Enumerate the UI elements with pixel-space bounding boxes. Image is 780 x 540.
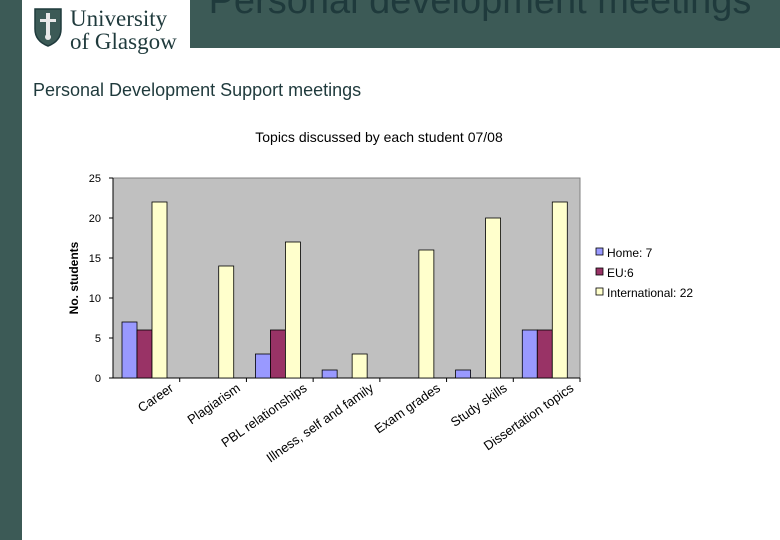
x-category-label: Illness, self and family [263,380,376,466]
y-tick-label: 5 [95,333,101,345]
legend-label: Home: 7 [607,246,653,260]
logo-text-line2: of Glasgow [70,29,177,54]
y-tick-label: 20 [89,213,101,225]
y-tick-label: 15 [89,253,101,265]
crest-icon [34,8,62,47]
legend-swatch [595,267,604,276]
slide-subtitle: Personal Development Support meetings [33,80,362,100]
y-tick-label: 10 [89,293,101,305]
legend-swatch [595,287,604,296]
legend-label: EU:6 [607,266,634,280]
y-tick-label: 25 [89,173,101,185]
bar [285,241,301,379]
legend: Home: 7 EU:6 International: 22 [595,246,693,300]
chart-title: Topics discussed by each student 07/08 [255,129,503,145]
bar [270,329,286,379]
bar [151,201,168,379]
bar [218,265,235,379]
x-category-label: Career [135,380,177,415]
bar [136,329,153,379]
bar [485,217,501,379]
bar [551,201,568,379]
bar [536,329,553,379]
bar [321,369,338,379]
legend-swatch [595,247,604,256]
bar [455,369,471,379]
bar [351,353,368,379]
bar [255,353,271,379]
y-tick-label: 0 [95,373,101,385]
bar [418,249,435,379]
x-category-label: Plagiarism [184,380,242,427]
slide-title: Personal development meetings [208,0,752,22]
university-logo: University of Glasgow [30,4,190,54]
logo-text-line1: University [70,6,168,31]
left-accent-strip [0,0,22,540]
plot-area [112,177,581,379]
legend-label: International: 22 [607,286,693,300]
bar [521,329,538,379]
bar [121,321,138,379]
x-category-label: Exam grades [372,380,444,437]
header-bar [190,0,780,48]
x-category-label: Study skills [448,380,510,430]
y-axis-label: No. students [67,241,81,314]
